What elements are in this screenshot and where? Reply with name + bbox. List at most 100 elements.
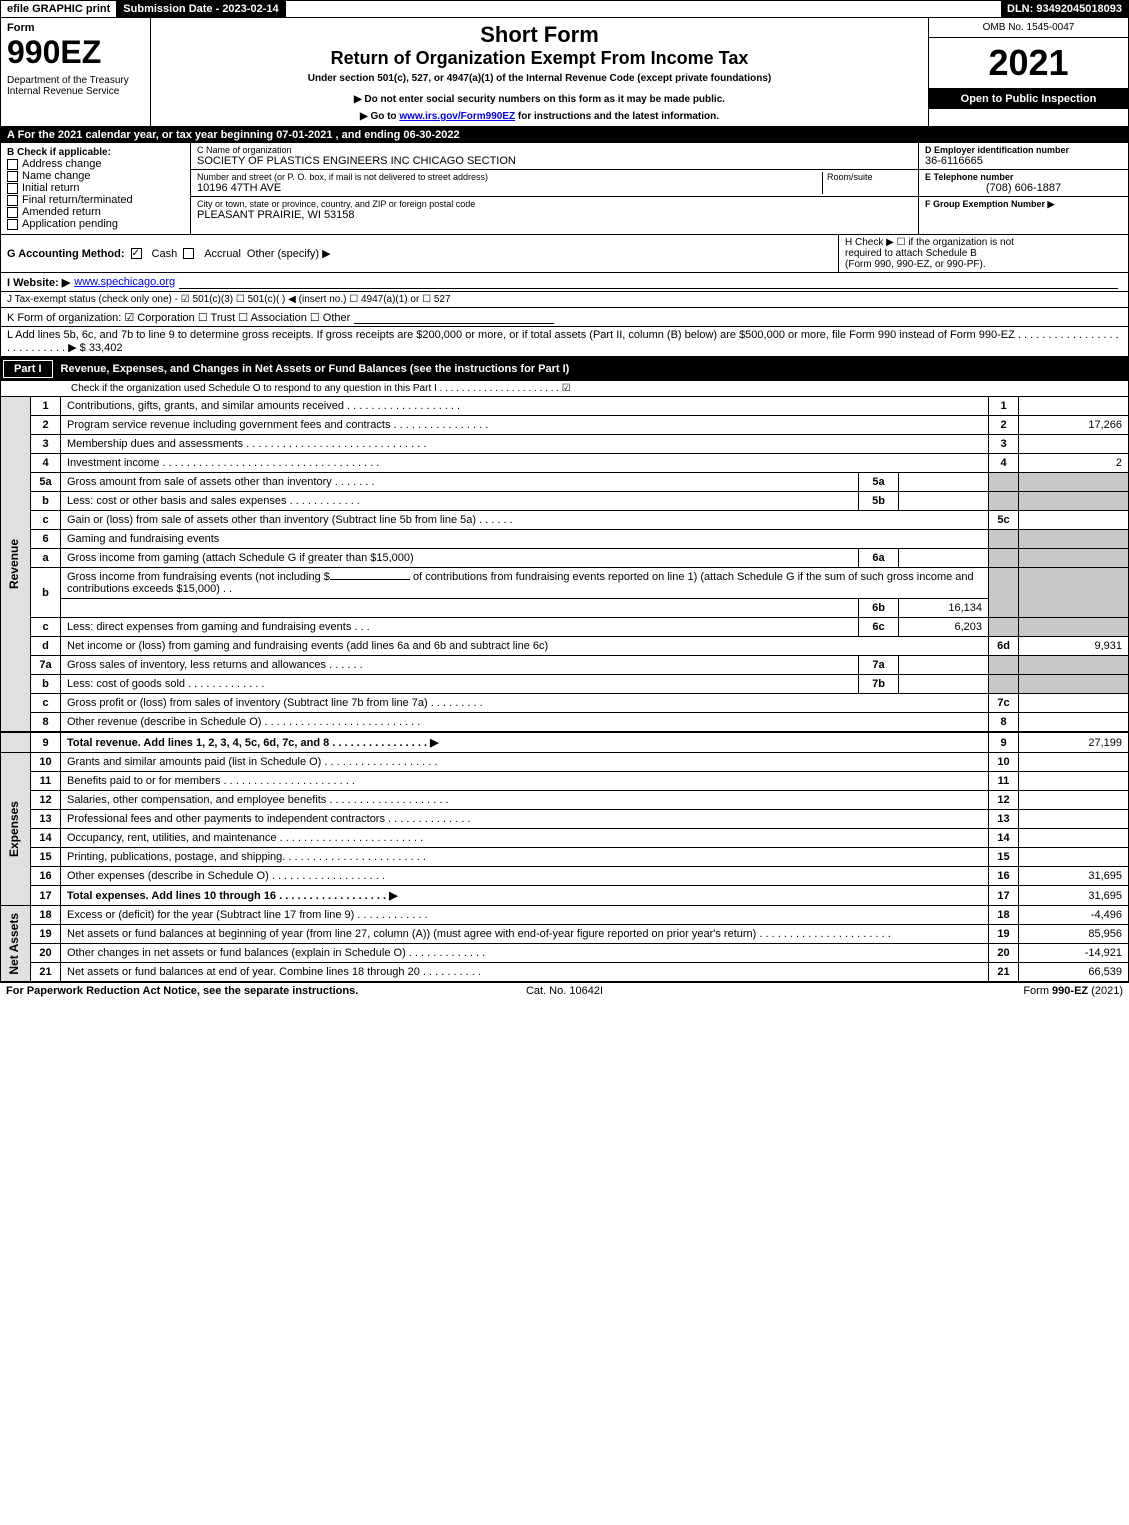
line-num: 15	[31, 848, 61, 867]
dln: DLN: 93492045018093	[1001, 1, 1128, 17]
irs-label: Internal Revenue Service	[7, 86, 144, 97]
line-num: 3	[31, 435, 61, 454]
amt-shade	[1019, 568, 1129, 618]
chk-name-change[interactable]: Name change	[7, 170, 184, 182]
amt-shade	[1019, 492, 1129, 511]
line-num: a	[31, 549, 61, 568]
j-text: J Tax-exempt status (check only one) - ☑…	[7, 294, 451, 305]
top-spacer	[286, 1, 1001, 17]
form-header: Form 990EZ Department of the Treasury In…	[0, 18, 1129, 127]
side-net-label: Net Assets	[7, 913, 21, 975]
efile-print[interactable]: efile GRAPHIC print	[1, 1, 117, 17]
line-text: Less: cost or other basis and sales expe…	[61, 492, 859, 511]
line-text: Gross amount from sale of assets other t…	[61, 473, 859, 492]
table-row: 11Benefits paid to or for members . . . …	[1, 772, 1129, 791]
amount: 27,199	[1019, 732, 1129, 753]
box-num: 13	[989, 810, 1019, 829]
amount	[1019, 848, 1129, 867]
table-row: aGross income from gaming (attach Schedu…	[1, 549, 1129, 568]
do-not-enter: ▶ Do not enter social security numbers o…	[159, 94, 920, 105]
chk-cash[interactable]	[131, 248, 142, 259]
line-text: Program service revenue including govern…	[61, 416, 989, 435]
line-num: 6	[31, 530, 61, 549]
line-text: Less: direct expenses from gaming and fu…	[61, 618, 859, 637]
table-row: 7aGross sales of inventory, less returns…	[1, 656, 1129, 675]
col-d-ids: D Employer identification number 36-6116…	[918, 143, 1128, 234]
part1-title: Revenue, Expenses, and Changes in Net As…	[55, 361, 1128, 377]
inline-box: 6c	[859, 618, 899, 637]
inline-amount	[899, 492, 989, 511]
line-num: 1	[31, 397, 61, 416]
chk-amended-return[interactable]: Amended return	[7, 206, 184, 218]
line-num: 19	[31, 925, 61, 944]
amount: 31,695	[1019, 886, 1129, 906]
e-label: E Telephone number	[925, 172, 1122, 182]
dept-treasury: Department of the Treasury	[7, 75, 144, 86]
line-text: Other changes in net assets or fund bala…	[61, 944, 989, 963]
line-text: Net assets or fund balances at beginning…	[61, 925, 989, 944]
box-num: 18	[989, 906, 1019, 925]
inline-amount	[899, 675, 989, 694]
box-num: 19	[989, 925, 1019, 944]
line-num: 20	[31, 944, 61, 963]
org-name: SOCIETY OF PLASTICS ENGINEERS INC CHICAG…	[197, 155, 912, 167]
omb-number: OMB No. 1545-0047	[929, 18, 1128, 38]
line-num: 16	[31, 867, 61, 886]
inline-box: 5b	[859, 492, 899, 511]
k-other-line[interactable]	[354, 310, 554, 324]
d-label: D Employer identification number	[925, 145, 1122, 155]
goto-link[interactable]: www.irs.gov/Form990EZ	[399, 111, 515, 122]
top-bar: efile GRAPHIC print Submission Date - 20…	[0, 0, 1129, 18]
amt-shade	[1019, 618, 1129, 637]
side-blank	[1, 732, 31, 753]
box-num: 9	[989, 732, 1019, 753]
ein-value: 36-6116665	[925, 155, 1122, 167]
table-row: 20Other changes in net assets or fund ba…	[1, 944, 1129, 963]
b-label: B Check if applicable:	[7, 147, 184, 158]
chk-final-return[interactable]: Final return/terminated	[7, 194, 184, 206]
line-text: Benefits paid to or for members . . . . …	[61, 772, 989, 791]
c-city-block: City or town, state or province, country…	[191, 197, 918, 223]
line-text: Excess or (deficit) for the year (Subtra…	[61, 906, 989, 925]
line-text: Investment income . . . . . . . . . . . …	[61, 454, 989, 473]
row-k-form-org: K Form of organization: ☑ Corporation ☐ …	[0, 308, 1129, 327]
h-line2: required to attach Schedule B	[845, 248, 1122, 259]
d-ein-block: D Employer identification number 36-6116…	[919, 143, 1128, 170]
box-num: 20	[989, 944, 1019, 963]
line-num: 9	[31, 732, 61, 753]
amount	[1019, 810, 1129, 829]
box-num: 15	[989, 848, 1019, 867]
website-link[interactable]: www.spechicago.org	[74, 276, 175, 288]
table-row: 15Printing, publications, postage, and s…	[1, 848, 1129, 867]
chk-initial-return[interactable]: Initial return	[7, 182, 184, 194]
chk-address-change[interactable]: Address change	[7, 158, 184, 170]
c-street-block: Number and street (or P. O. box, if mail…	[191, 170, 918, 197]
amount	[1019, 772, 1129, 791]
chk-accrual[interactable]	[183, 248, 194, 259]
amount: 2	[1019, 454, 1129, 473]
line-num: c	[31, 694, 61, 713]
line-num: c	[31, 618, 61, 637]
table-row: 13Professional fees and other payments t…	[1, 810, 1129, 829]
line-text: Gross income from gaming (attach Schedul…	[61, 549, 859, 568]
footer-left: For Paperwork Reduction Act Notice, see …	[6, 985, 378, 997]
part1-header: Part I Revenue, Expenses, and Changes in…	[0, 357, 1129, 381]
table-row: 6b16,134	[1, 599, 1129, 618]
line-num: b	[31, 492, 61, 511]
line-num: 7a	[31, 656, 61, 675]
line-num: 10	[31, 753, 61, 772]
line-text: Gross income from fundraising events (no…	[61, 568, 989, 599]
org-city: PLEASANT PRAIRIE, WI 53158	[197, 209, 912, 221]
inline-amount	[899, 656, 989, 675]
line-num: 8	[31, 713, 61, 733]
chk-application-pending[interactable]: Application pending	[7, 218, 184, 230]
line-text: Grants and similar amounts paid (list in…	[61, 753, 989, 772]
c-street-label: Number and street (or P. O. box, if mail…	[197, 172, 822, 182]
box-num: 7c	[989, 694, 1019, 713]
line-num: 2	[31, 416, 61, 435]
table-row: 8Other revenue (describe in Schedule O) …	[1, 713, 1129, 733]
part1-table: Revenue 1 Contributions, gifts, grants, …	[0, 397, 1129, 982]
inline-amount: 6,203	[899, 618, 989, 637]
row-l-gross-receipts: L Add lines 5b, 6c, and 7b to line 9 to …	[0, 327, 1129, 357]
amount	[1019, 511, 1129, 530]
